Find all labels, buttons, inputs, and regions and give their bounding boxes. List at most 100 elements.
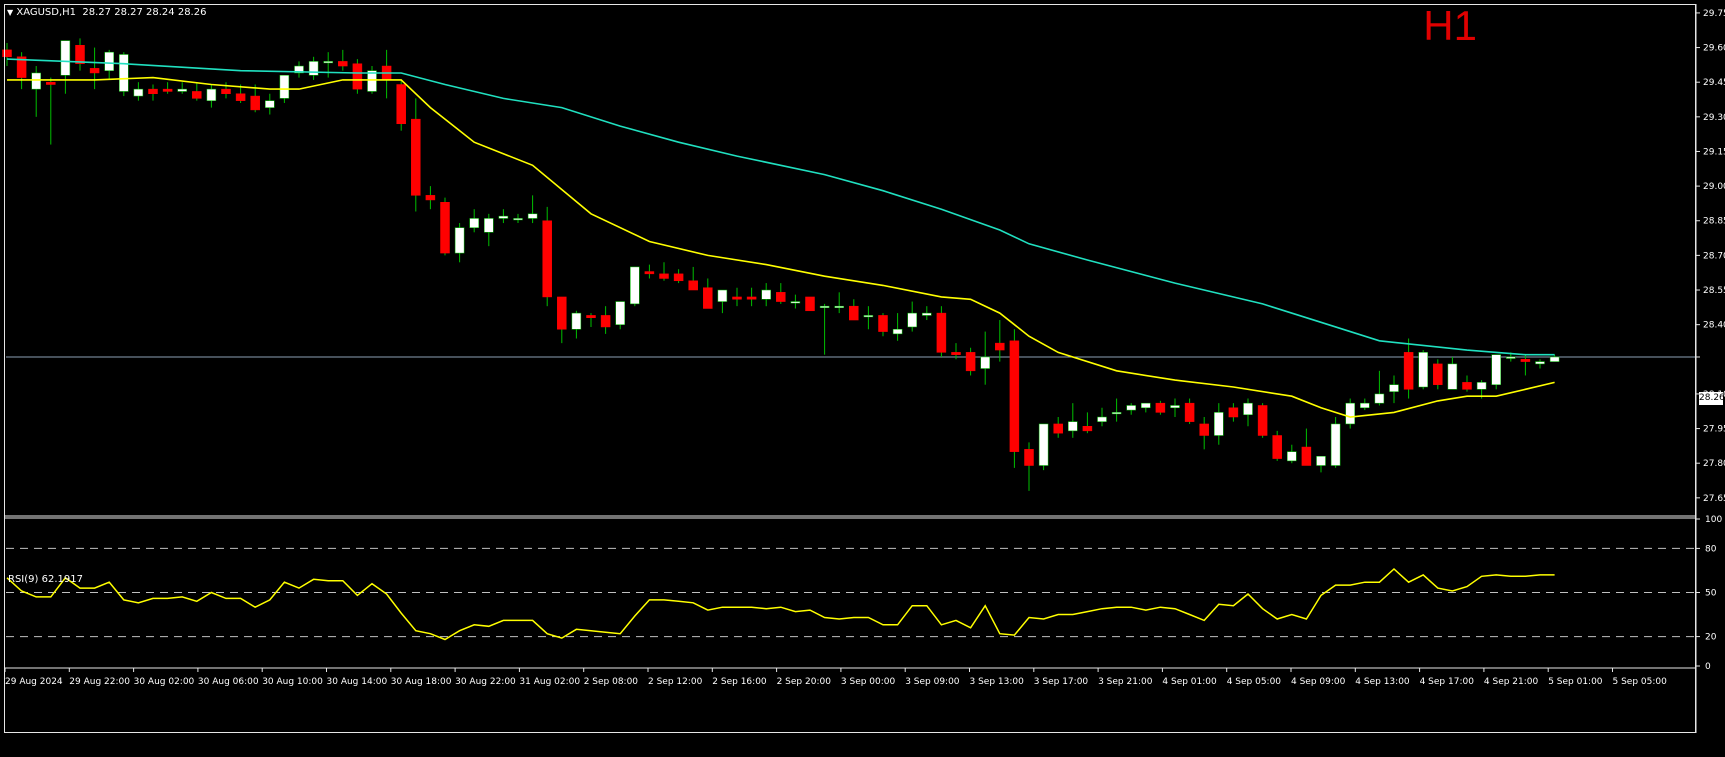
bull-candle bbox=[863, 315, 874, 318]
bear-candle bbox=[192, 91, 202, 99]
time-tick-label: 31 Aug 02:00 bbox=[519, 677, 580, 687]
bear-candle bbox=[644, 271, 655, 275]
bear-candle bbox=[16, 56, 27, 78]
bear-candle bbox=[148, 88, 158, 94]
bull-candle bbox=[265, 100, 275, 108]
bull-candle bbox=[907, 312, 917, 328]
bull-candle bbox=[819, 305, 830, 308]
bear-candle bbox=[89, 68, 100, 74]
symbol-header: ▼ XAGUSD,H1 28.27 28.27 28.24 28.26 bbox=[7, 7, 206, 18]
bull-candle bbox=[308, 61, 319, 76]
price-tick-label: 28.40 bbox=[1703, 321, 1725, 331]
time-tick-label: 2 Sep 08:00 bbox=[584, 677, 639, 687]
ohlc-label: 28.27 28.27 28.24 28.26 bbox=[82, 7, 207, 18]
bear-candle bbox=[411, 118, 421, 196]
bear-candle bbox=[1257, 405, 1268, 436]
bull-candle bbox=[1549, 356, 1560, 362]
bull-candle bbox=[527, 213, 538, 219]
bear-candle bbox=[688, 280, 698, 291]
bull-candle bbox=[1535, 361, 1545, 365]
bear-candle bbox=[1184, 402, 1195, 422]
bull-candle bbox=[1243, 402, 1253, 415]
price-tick-label: 29.75 bbox=[1703, 9, 1725, 19]
bull-candle bbox=[1141, 402, 1151, 409]
bear-candle bbox=[557, 296, 567, 330]
dropdown-triangle-icon[interactable]: ▼ bbox=[7, 8, 14, 17]
bull-candle bbox=[469, 218, 479, 228]
time-tick-label: 3 Sep 21:00 bbox=[1098, 677, 1153, 687]
rsi-tick-label: 80 bbox=[1705, 544, 1717, 554]
bear-candle bbox=[235, 93, 246, 101]
bull-candle bbox=[615, 301, 625, 325]
time-tick-label: 4 Sep 13:00 bbox=[1355, 677, 1410, 687]
bull-candle bbox=[294, 65, 304, 74]
time-tick-label: 30 Aug 14:00 bbox=[327, 677, 388, 687]
slow-ma-line bbox=[6, 58, 1555, 356]
bull-candle bbox=[119, 54, 129, 92]
bull-candle bbox=[513, 218, 523, 221]
price-pane: 29.75 29.60 29.45 29.30 29.15 29.00 28.85 28.70… bbox=[2, 4, 1725, 733]
bear-candle bbox=[1155, 402, 1166, 413]
bear-candle bbox=[776, 292, 786, 302]
bull-candle bbox=[1068, 421, 1078, 432]
time-tick-label: 30 Aug 06:00 bbox=[198, 677, 259, 687]
bear-candle bbox=[221, 88, 231, 94]
bear-candle bbox=[46, 81, 56, 85]
bear-candle bbox=[1199, 423, 1209, 436]
bull-candle bbox=[761, 289, 771, 300]
price-tick-label: 29.45 bbox=[1703, 78, 1725, 88]
bull-candle bbox=[454, 227, 465, 254]
bear-candle bbox=[1272, 435, 1282, 459]
bull-candle bbox=[630, 266, 640, 305]
bull-candle bbox=[1506, 356, 1516, 359]
bull-candle bbox=[1126, 405, 1136, 411]
bear-candle bbox=[703, 287, 713, 309]
price-tick-label: 27.80 bbox=[1703, 459, 1725, 469]
bear-candle bbox=[542, 220, 552, 298]
bull-candle bbox=[60, 40, 71, 76]
bull-candle bbox=[1170, 405, 1180, 409]
bear-candle bbox=[250, 95, 260, 111]
timeframe-badge: H1 bbox=[1423, 2, 1477, 49]
rsi-header: RSI(9) 62.1917 bbox=[8, 574, 83, 585]
bear-candle bbox=[659, 273, 669, 279]
rsi-tick-label: 20 bbox=[1705, 633, 1717, 643]
price-tick-label: 28.55 bbox=[1703, 286, 1725, 296]
bear-candle bbox=[1082, 426, 1093, 432]
rsi-tick-label: 100 bbox=[1705, 515, 1722, 525]
time-tick-label: 3 Sep 00:00 bbox=[841, 677, 896, 687]
time-tick-label: 2 Sep 12:00 bbox=[648, 677, 703, 687]
bear-candle bbox=[352, 63, 363, 90]
bull-candle bbox=[571, 312, 582, 330]
current-price-tag: 28.26 bbox=[1699, 392, 1725, 405]
time-tick-label: 29 Aug 2024 bbox=[5, 677, 63, 687]
bear-candle bbox=[1462, 382, 1472, 390]
bull-candle bbox=[1038, 423, 1049, 466]
bull-candle bbox=[1491, 354, 1501, 385]
bear-candle bbox=[936, 312, 947, 353]
bull-candle bbox=[922, 312, 932, 316]
bear-candle bbox=[1520, 359, 1531, 362]
bull-candle bbox=[206, 88, 217, 101]
price-tick-label: 28.70 bbox=[1703, 251, 1725, 261]
bear-candle bbox=[673, 273, 684, 282]
bull-candle bbox=[177, 88, 187, 92]
price-tick-label: 27.95 bbox=[1703, 425, 1725, 435]
bull-candle bbox=[717, 289, 728, 302]
time-tick-label: 3 Sep 17:00 bbox=[1034, 677, 1089, 687]
bull-candle bbox=[1476, 382, 1487, 390]
bear-candle bbox=[396, 84, 406, 125]
bull-candle bbox=[1374, 393, 1385, 404]
bear-candle bbox=[75, 45, 85, 64]
bear-candle bbox=[849, 305, 859, 321]
bull-candle bbox=[279, 75, 290, 99]
time-tick-label: 4 Sep 05:00 bbox=[1227, 677, 1282, 687]
bear-candle bbox=[1403, 352, 1414, 390]
time-tick-label: 5 Sep 01:00 bbox=[1548, 677, 1603, 687]
bull-candle bbox=[323, 61, 333, 64]
time-tick-label: 4 Sep 01:00 bbox=[1162, 677, 1217, 687]
bull-candle bbox=[133, 88, 144, 97]
bear-candle bbox=[338, 61, 348, 67]
time-axis: 29 Aug 2024 29 Aug 22:00 30 Aug 02:00 30 Au… bbox=[4, 667, 1696, 687]
